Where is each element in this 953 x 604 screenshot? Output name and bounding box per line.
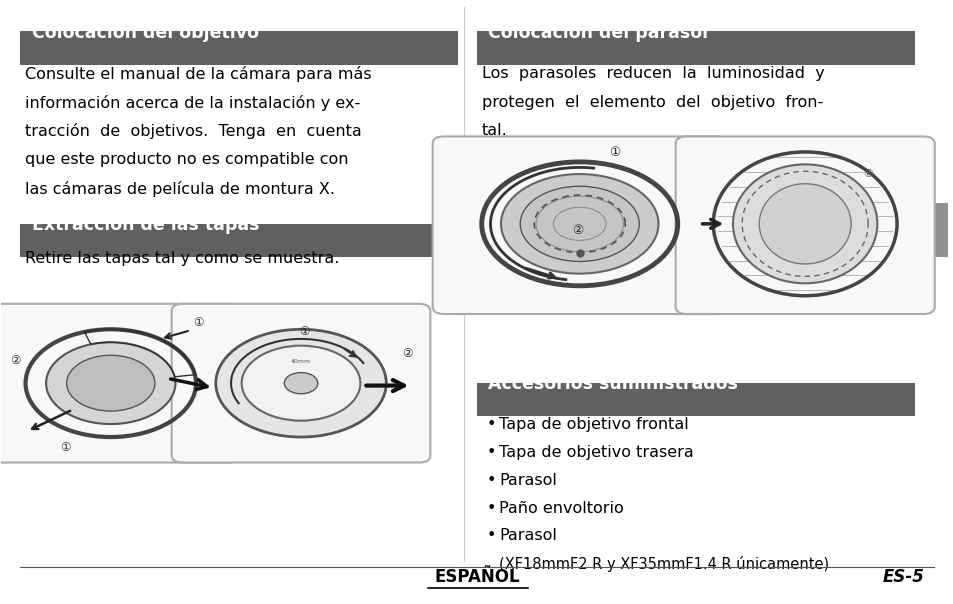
FancyBboxPatch shape <box>916 203 947 257</box>
Text: Tapa de objetivo trasera: Tapa de objetivo trasera <box>498 445 693 460</box>
Text: Extracción de las tapas: Extracción de las tapas <box>31 216 259 234</box>
FancyBboxPatch shape <box>476 31 914 65</box>
Text: ①: ① <box>193 316 203 329</box>
Text: (XF18mmF2 R y XF35mmF1.4 R únicamente): (XF18mmF2 R y XF35mmF1.4 R únicamente) <box>498 556 828 572</box>
Text: Parasol: Parasol <box>498 528 557 543</box>
Text: ②: ② <box>402 347 413 360</box>
Text: Colocación del parasol: Colocación del parasol <box>488 24 708 42</box>
Text: •: • <box>486 417 496 432</box>
Text: información acerca de la instalación y ex-: información acerca de la instalación y e… <box>25 95 360 111</box>
FancyBboxPatch shape <box>433 137 726 314</box>
Circle shape <box>500 174 658 274</box>
Text: Tapa de objetivo frontal: Tapa de objetivo frontal <box>498 417 688 432</box>
Text: ⑥: ⑥ <box>862 169 872 179</box>
Text: Retire las tapas tal y como se muestra.: Retire las tapas tal y como se muestra. <box>25 251 339 266</box>
Circle shape <box>241 345 360 420</box>
Circle shape <box>215 329 386 437</box>
FancyBboxPatch shape <box>0 304 240 463</box>
Text: Consulte el manual de la cámara para más: Consulte el manual de la cámara para más <box>25 66 372 82</box>
Circle shape <box>46 342 175 424</box>
Text: Colocación del objetivo: Colocación del objetivo <box>31 24 258 42</box>
FancyBboxPatch shape <box>476 383 914 416</box>
Text: •: • <box>486 528 496 543</box>
Text: que este producto no es compatible con: que este producto no es compatible con <box>25 152 348 167</box>
Ellipse shape <box>732 164 877 283</box>
Text: las cámaras de película de montura X.: las cámaras de película de montura X. <box>25 181 335 197</box>
Text: Paño envoltorio: Paño envoltorio <box>498 501 623 516</box>
Text: ②: ② <box>572 224 583 237</box>
Text: •: • <box>486 445 496 460</box>
Text: ②: ② <box>10 354 21 367</box>
Text: Los  parasoles  reducen  la  luminosidad  y: Los parasoles reducen la luminosidad y <box>481 66 823 81</box>
FancyBboxPatch shape <box>20 31 457 65</box>
Text: 40mm: 40mm <box>291 359 311 364</box>
Text: ES-5: ES-5 <box>882 568 923 586</box>
Circle shape <box>519 186 639 262</box>
Text: Accesorios suministrados: Accesorios suministrados <box>488 375 738 393</box>
Ellipse shape <box>759 184 850 264</box>
Text: Parasol: Parasol <box>498 473 557 488</box>
Text: •: • <box>486 473 496 488</box>
FancyBboxPatch shape <box>20 224 457 257</box>
Text: ①: ① <box>60 440 71 454</box>
Text: ①: ① <box>608 146 619 159</box>
Circle shape <box>284 373 317 394</box>
Text: •: • <box>486 501 496 516</box>
Text: tal.: tal. <box>481 123 507 138</box>
Circle shape <box>67 355 154 411</box>
Text: ①: ① <box>299 325 310 338</box>
Text: protegen  el  elemento  del  objetivo  fron-: protegen el elemento del objetivo fron- <box>481 95 822 109</box>
Text: ESPAÑOL: ESPAÑOL <box>434 568 519 586</box>
FancyBboxPatch shape <box>675 137 934 314</box>
Text: tracción  de  objetivos.  Tenga  en  cuenta: tracción de objetivos. Tenga en cuenta <box>25 123 361 140</box>
FancyBboxPatch shape <box>172 304 430 463</box>
